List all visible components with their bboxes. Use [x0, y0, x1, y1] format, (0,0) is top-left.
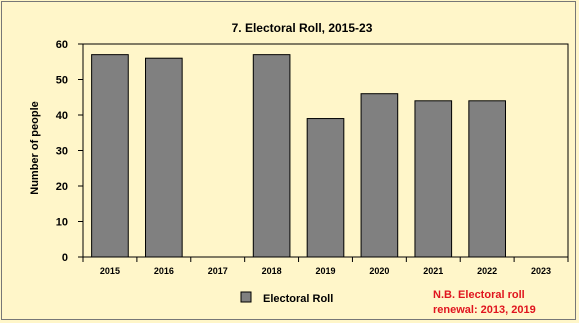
annotation: N.B. Electoral roll renewal: 2013, 2019 — [433, 289, 536, 316]
bar-2020 — [360, 93, 399, 258]
y-tick-label: 60 — [56, 39, 68, 51]
legend-swatch — [240, 291, 252, 303]
x-tick-label: 2020 — [369, 266, 389, 276]
bar-2018 — [252, 54, 291, 258]
x-tick-label: 2021 — [423, 266, 443, 276]
legend: Electoral Roll — [240, 291, 333, 305]
bar-2019 — [306, 118, 345, 258]
y-tick-label: 40 — [56, 110, 68, 122]
bar-2021 — [414, 100, 453, 258]
y-axis-label: Number of people — [29, 101, 41, 195]
y-axis: 0 10 20 30 40 50 60 — [56, 39, 83, 264]
x-tick-label: 2023 — [531, 266, 551, 276]
y-tick-label: 50 — [56, 75, 68, 87]
x-tick-label: 2019 — [315, 266, 335, 276]
bar-2016 — [145, 57, 183, 258]
bar-2022 — [468, 100, 506, 258]
bar-2015 — [91, 54, 129, 258]
chart-title: 7. Electoral Roll, 2015-23 — [232, 21, 373, 35]
bars — [91, 54, 506, 258]
legend-label: Electoral Roll — [263, 293, 333, 305]
y-tick-label: 0 — [62, 252, 68, 264]
x-axis: 2015 2016 2017 2018 2019 2020 2021 2022 2023 — [82, 257, 569, 276]
x-tick-label: 2022 — [477, 266, 497, 276]
annotation-line-2: renewal: 2013, 2019 — [433, 304, 536, 316]
x-tick-label: 2016 — [154, 266, 174, 276]
y-tick-label: 30 — [56, 146, 68, 158]
y-tick-label: 10 — [56, 217, 68, 229]
annotation-line-1: N.B. Electoral roll — [433, 289, 525, 301]
x-tick-label: 2015 — [100, 266, 120, 276]
x-tick-label: 2018 — [262, 266, 282, 276]
y-tick-label: 20 — [56, 181, 68, 193]
x-tick-label: 2017 — [208, 266, 228, 276]
